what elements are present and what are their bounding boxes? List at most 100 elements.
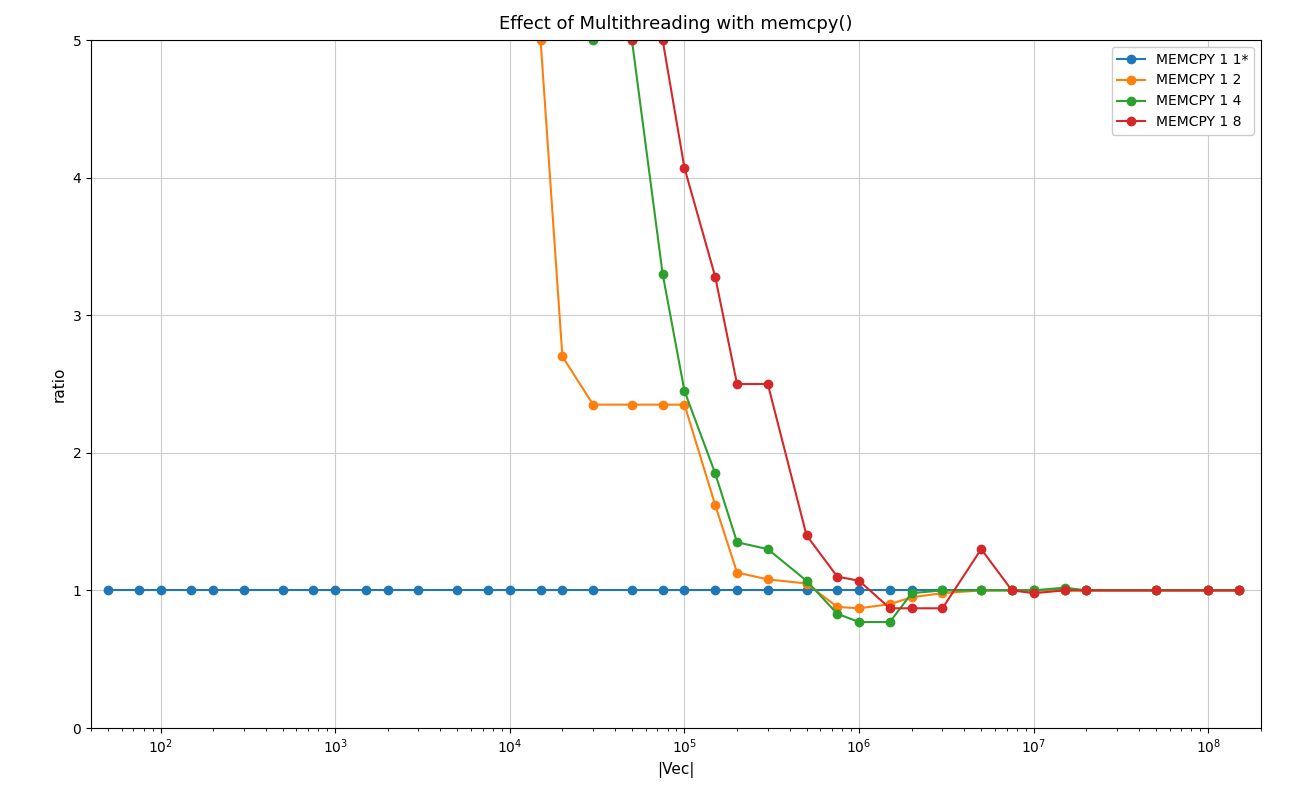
MEMCPY 1 8	[760, 379, 776, 389]
MEMCPY 1 1*	[100, 586, 116, 595]
MEMCPY 1 8	[624, 35, 640, 45]
MEMCPY 1 1*	[1231, 586, 1247, 595]
Legend: MEMCPY 1 1*, MEMCPY 1 2, MEMCPY 1 4, MEMCPY 1 8: MEMCPY 1 1*, MEMCPY 1 2, MEMCPY 1 4, MEM…	[1112, 47, 1254, 135]
MEMCPY 1 1*	[237, 586, 252, 595]
MEMCPY 1 4	[1079, 586, 1095, 595]
MEMCPY 1 4	[1057, 583, 1072, 593]
X-axis label: |Vec|: |Vec|	[658, 762, 694, 778]
MEMCPY 1 8	[974, 544, 989, 554]
MEMCPY 1 4	[883, 618, 898, 627]
MEMCPY 1 8	[903, 603, 919, 613]
MEMCPY 1 4	[624, 35, 640, 45]
MEMCPY 1 1*	[502, 586, 517, 595]
MEMCPY 1 1*	[358, 586, 373, 595]
MEMCPY 1 8	[655, 35, 671, 45]
MEMCPY 1 4	[1026, 586, 1041, 595]
MEMCPY 1 4	[974, 586, 989, 595]
MEMCPY 1 1*	[131, 586, 147, 595]
MEMCPY 1 8	[798, 530, 814, 540]
Line: MEMCPY 1 4: MEMCPY 1 4	[589, 36, 1243, 626]
MEMCPY 1 2	[974, 586, 989, 595]
MEMCPY 1 1*	[655, 586, 671, 595]
MEMCPY 1 2	[798, 578, 814, 588]
MEMCPY 1 4	[935, 586, 950, 595]
Line: MEMCPY 1 1*: MEMCPY 1 1*	[104, 586, 1243, 594]
Line: MEMCPY 1 2: MEMCPY 1 2	[537, 36, 1243, 613]
MEMCPY 1 1*	[707, 586, 723, 595]
MEMCPY 1 1*	[729, 586, 745, 595]
MEMCPY 1 1*	[205, 586, 221, 595]
MEMCPY 1 1*	[760, 586, 776, 595]
MEMCPY 1 8	[852, 576, 867, 586]
MEMCPY 1 8	[935, 603, 950, 613]
MEMCPY 1 1*	[411, 586, 426, 595]
MEMCPY 1 1*	[183, 586, 199, 595]
MEMCPY 1 1*	[852, 586, 867, 595]
MEMCPY 1 4	[903, 588, 919, 598]
MEMCPY 1 8	[707, 272, 723, 282]
MEMCPY 1 2	[555, 352, 571, 362]
MEMCPY 1 1*	[624, 586, 640, 595]
MEMCPY 1 8	[1201, 586, 1217, 595]
MEMCPY 1 2	[1231, 586, 1247, 595]
MEMCPY 1 8	[1148, 586, 1164, 595]
MEMCPY 1 2	[1201, 586, 1217, 595]
MEMCPY 1 1*	[555, 586, 571, 595]
MEMCPY 1 4	[1004, 586, 1019, 595]
MEMCPY 1 4	[1231, 586, 1247, 595]
MEMCPY 1 2	[729, 568, 745, 578]
MEMCPY 1 1*	[677, 586, 693, 595]
MEMCPY 1 2	[1079, 586, 1095, 595]
MEMCPY 1 2	[624, 400, 640, 410]
MEMCPY 1 4	[1148, 586, 1164, 595]
MEMCPY 1 1*	[883, 586, 898, 595]
MEMCPY 1 8	[1004, 586, 1019, 595]
Line: MEMCPY 1 8: MEMCPY 1 8	[628, 36, 1243, 613]
MEMCPY 1 2	[903, 593, 919, 602]
MEMCPY 1 1*	[974, 586, 989, 595]
MEMCPY 1 4	[852, 618, 867, 627]
MEMCPY 1 2	[760, 574, 776, 584]
MEMCPY 1 8	[1026, 588, 1041, 598]
MEMCPY 1 2	[1026, 586, 1041, 595]
MEMCPY 1 2	[655, 400, 671, 410]
MEMCPY 1 4	[585, 35, 601, 45]
MEMCPY 1 1*	[1201, 586, 1217, 595]
MEMCPY 1 2	[935, 588, 950, 598]
MEMCPY 1 8	[1079, 586, 1095, 595]
Title: Effect of Multithreading with memcpy(): Effect of Multithreading with memcpy()	[499, 15, 853, 33]
MEMCPY 1 2	[677, 400, 693, 410]
MEMCPY 1 2	[707, 500, 723, 510]
MEMCPY 1 1*	[798, 586, 814, 595]
MEMCPY 1 1*	[480, 586, 495, 595]
MEMCPY 1 4	[677, 386, 693, 396]
MEMCPY 1 2	[1004, 586, 1019, 595]
MEMCPY 1 1*	[1026, 586, 1041, 595]
MEMCPY 1 1*	[380, 586, 395, 595]
MEMCPY 1 1*	[450, 586, 465, 595]
MEMCPY 1 2	[533, 35, 549, 45]
MEMCPY 1 2	[585, 400, 601, 410]
MEMCPY 1 4	[829, 609, 845, 618]
MEMCPY 1 8	[829, 572, 845, 582]
Y-axis label: ratio: ratio	[52, 366, 66, 402]
MEMCPY 1 1*	[274, 586, 290, 595]
MEMCPY 1 1*	[829, 586, 845, 595]
MEMCPY 1 1*	[152, 586, 168, 595]
MEMCPY 1 2	[1148, 586, 1164, 595]
MEMCPY 1 1*	[585, 586, 601, 595]
MEMCPY 1 2	[1057, 586, 1072, 595]
MEMCPY 1 1*	[1148, 586, 1164, 595]
MEMCPY 1 4	[798, 576, 814, 586]
MEMCPY 1 2	[852, 603, 867, 613]
MEMCPY 1 8	[677, 163, 693, 173]
MEMCPY 1 1*	[903, 586, 919, 595]
MEMCPY 1 4	[760, 544, 776, 554]
MEMCPY 1 8	[729, 379, 745, 389]
MEMCPY 1 4	[1201, 586, 1217, 595]
MEMCPY 1 8	[1231, 586, 1247, 595]
MEMCPY 1 1*	[1079, 586, 1095, 595]
MEMCPY 1 4	[655, 269, 671, 278]
MEMCPY 1 1*	[328, 586, 343, 595]
MEMCPY 1 1*	[1004, 586, 1019, 595]
